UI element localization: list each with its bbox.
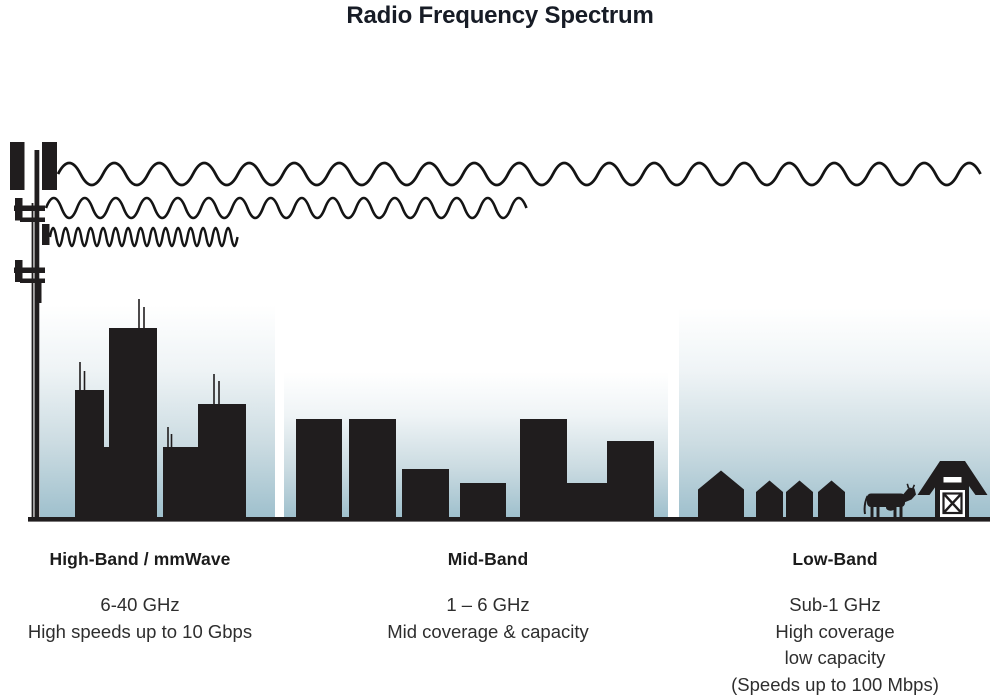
cow-leg <box>899 505 903 518</box>
tower-panel <box>10 142 25 190</box>
tower-panel-small <box>15 198 23 221</box>
tower-crossbar <box>14 267 45 273</box>
cow-leg <box>893 505 897 518</box>
building <box>460 483 506 520</box>
cow-horns <box>906 483 916 489</box>
cell-tower-icon <box>10 142 57 519</box>
page-title: Radio Frequency Spectrum <box>346 2 654 29</box>
barn-door-cross-brace <box>942 492 963 514</box>
house-icon <box>786 480 813 520</box>
cow-head <box>901 487 916 503</box>
high-band-city-icon <box>75 299 246 520</box>
tower-pole-thin <box>31 203 34 519</box>
band-name-low: Low-Band <box>792 549 878 569</box>
spectrum-graphic <box>10 142 990 522</box>
building <box>349 419 396 520</box>
band-name-mid: Mid-Band <box>447 549 529 569</box>
building <box>198 404 246 520</box>
band-name-high: High-Band / mmWave <box>49 549 231 569</box>
cow-body <box>867 493 905 507</box>
building <box>296 419 342 520</box>
house-icon <box>818 480 845 520</box>
band-detail-mid: Mid coverage & capacity <box>387 620 589 642</box>
band-range-high: 6-40 GHz <box>100 594 180 615</box>
building <box>607 441 654 520</box>
tower-crossbar <box>20 278 45 283</box>
tower-stub <box>36 283 42 303</box>
tower-pole <box>34 150 40 519</box>
high-band-wave-icon <box>48 226 239 248</box>
band-detail-low: low capacity <box>784 647 886 668</box>
house-icon <box>698 470 744 520</box>
tower-crossbar <box>14 205 45 211</box>
low-band-farm-icon <box>698 461 988 520</box>
cow-tail <box>863 495 869 515</box>
band-detail-low: High coverage <box>775 620 895 642</box>
building <box>109 328 157 520</box>
band-range-low: Sub-1 GHz <box>789 594 881 615</box>
cow-icon <box>863 483 916 518</box>
tower-panel <box>42 142 57 190</box>
cow-leg <box>876 505 880 518</box>
cow-leg <box>870 505 874 518</box>
building <box>567 483 607 520</box>
band-range-mid: 1 – 6 GHz <box>446 594 530 615</box>
mid-band-city-icon <box>296 419 654 520</box>
band-label-low: Low-Band Sub-1 GHz High coverage low cap… <box>685 549 985 698</box>
barn-loft-window <box>943 477 962 483</box>
band-detail-high: High speeds up to 10 Gbps <box>27 620 253 642</box>
barn-icon <box>917 461 988 519</box>
cow-udder <box>886 504 895 511</box>
low-band-wave-icon <box>56 161 982 187</box>
building <box>402 469 449 520</box>
radio-waves <box>44 161 982 248</box>
mid-band-wave-icon <box>44 196 528 220</box>
band-detail-low: (Speeds up to 100 Mbps) <box>731 673 939 695</box>
building <box>75 390 104 520</box>
band-label-mid: Mid-Band 1 – 6 GHz Mid coverage & capaci… <box>358 549 618 645</box>
building <box>520 419 567 520</box>
tower-crossbar <box>20 217 45 222</box>
building <box>163 447 198 520</box>
barn-door-frame <box>942 492 963 515</box>
barn-roof <box>917 461 988 495</box>
tower-panel-small <box>42 224 50 245</box>
band-label-high: High-Band / mmWave 6-40 GHz High speeds … <box>10 549 270 645</box>
tower-panel-small <box>15 260 23 282</box>
house-icon <box>756 480 783 520</box>
rooftop-antennas <box>79 299 220 449</box>
ground-line <box>28 517 990 522</box>
